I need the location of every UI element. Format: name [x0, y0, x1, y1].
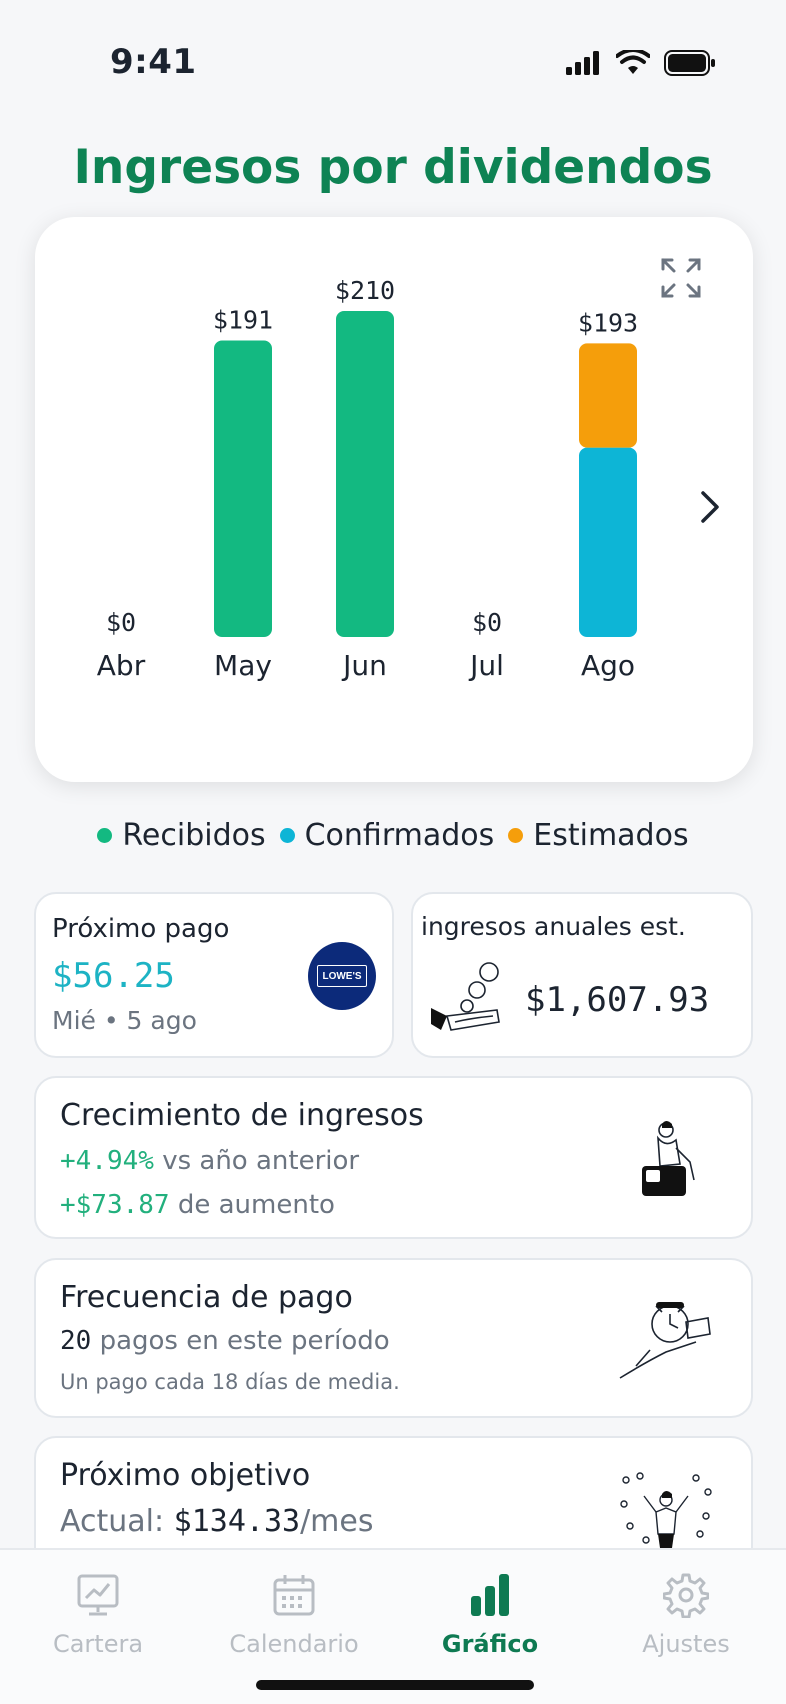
- growth-increase-suffix: de aumento: [177, 1190, 335, 1220]
- status-bar: 9:41: [0, 0, 786, 130]
- legend-item-estimados: Estimados: [508, 818, 689, 853]
- legend-item-recibidos: Recibidos: [97, 818, 266, 853]
- frequency-count-row: 20 pagos en este período: [60, 1326, 390, 1356]
- legend-label-estimados: Estimados: [533, 818, 689, 853]
- frequency-note: Un pago cada 18 días de media.: [60, 1370, 400, 1394]
- bar-value-label-jun: $210: [335, 276, 395, 305]
- tab-cartera-label: Cartera: [52, 1630, 144, 1658]
- tab-calendario-label: Calendario: [229, 1630, 359, 1658]
- legend-label-confirmados: Confirmados: [304, 818, 495, 853]
- goal-current-label: Actual:: [60, 1504, 165, 1539]
- coins-illustration-icon: [431, 962, 500, 1031]
- tab-grafico-label: Gráfico: [441, 1630, 539, 1658]
- growth-percent-row: +4.94% vs año anterior: [60, 1146, 359, 1176]
- legend-dot-estimados: [508, 828, 524, 843]
- chart-legend: Recibidos Confirmados Estimados: [0, 818, 786, 853]
- payment-frequency-card[interactable]: Frecuencia de pago 20 pagos en este perí…: [34, 1258, 753, 1418]
- tab-calendario[interactable]: Calendario: [196, 1572, 392, 1658]
- celebration-illustration-icon: [620, 1472, 712, 1548]
- growth-title: Crecimiento de ingresos: [60, 1098, 424, 1133]
- legend-item-confirmados: Confirmados: [279, 818, 495, 853]
- bar-value-label-ago: $193: [578, 308, 638, 337]
- annual-income-title: ingresos anuales est.: [421, 912, 686, 941]
- frequency-count-suffix: pagos en este período: [99, 1326, 390, 1356]
- next-payment-amount: $56.25: [52, 956, 175, 996]
- x-tick-label-jul: Jul: [468, 649, 504, 682]
- gear-icon: [662, 1573, 710, 1619]
- next-payment-card[interactable]: Próximo pago $56.25 Mié • 5 ago LOWE'S: [34, 892, 394, 1058]
- status-icons: [566, 50, 716, 76]
- running-clock-illustration-icon: [619, 1302, 711, 1379]
- goal-current-row: Actual: $134.33/mes: [60, 1504, 374, 1539]
- bar-value-label-jul: $0: [472, 608, 502, 637]
- frequency-title: Frecuencia de pago: [60, 1280, 353, 1315]
- portfolio-icon: [77, 1574, 119, 1616]
- bar-jun-recibidos: [336, 311, 394, 637]
- goal-title: Próximo objetivo: [60, 1458, 311, 1493]
- bar-may-recibidos: [214, 340, 272, 637]
- growth-increase-row: +$73.87 de aumento: [60, 1190, 335, 1220]
- x-tick-label-ago: Ago: [581, 649, 635, 682]
- income-growth-card[interactable]: Crecimiento de ingresos +4.94% vs año an…: [34, 1076, 753, 1239]
- tab-ajustes-label: Ajustes: [642, 1630, 730, 1658]
- tab-ajustes[interactable]: Ajustes: [588, 1572, 784, 1658]
- x-tick-label-may: May: [214, 649, 272, 682]
- battery-icon: [664, 50, 715, 76]
- bottom-tab-bar: Cartera Calendario Gráfico: [0, 1548, 786, 1704]
- tab-cartera[interactable]: Cartera: [0, 1572, 196, 1658]
- goal-current-value: $134.33: [173, 1504, 301, 1539]
- dividend-bar-chart: $0 Abr $191 May $210 Jun $0 Jul $193 Ago: [97, 276, 638, 682]
- expand-icon[interactable]: [660, 257, 702, 299]
- calendar-icon: [273, 1575, 315, 1616]
- home-indicator: [256, 1680, 534, 1690]
- lowes-logo-text: LOWE'S: [322, 970, 362, 982]
- annual-income-amount: $1,607.93: [525, 980, 710, 1020]
- growth-increase: +$73.87: [60, 1190, 170, 1220]
- x-tick-label-abr: Abr: [97, 649, 146, 682]
- growth-percent-suffix: vs año anterior: [162, 1146, 360, 1176]
- chevron-right-icon[interactable]: [695, 487, 725, 527]
- growth-percent: +4.94%: [60, 1146, 154, 1176]
- bar-value-label-abr: $0: [106, 608, 136, 637]
- bar-ago-estimados: [579, 343, 637, 448]
- frequency-count: 20: [60, 1326, 92, 1356]
- person-sitting-illustration-icon: [642, 1121, 695, 1196]
- bar-value-label-may: $191: [213, 305, 273, 334]
- bar-ago-confirmados: [579, 447, 637, 637]
- x-tick-label-jun: Jun: [341, 649, 387, 682]
- bar-chart-icon: [471, 1574, 509, 1616]
- tab-grafico[interactable]: Gráfico: [392, 1572, 588, 1658]
- signal-icon: [566, 51, 599, 75]
- annual-income-card[interactable]: ingresos anuales est. $1,607.93: [411, 892, 753, 1058]
- next-payment-date: Mié • 5 ago: [52, 1006, 197, 1035]
- goal-current-unit: /mes: [300, 1504, 374, 1539]
- wifi-icon: [616, 50, 650, 74]
- legend-dot-confirmados: [279, 828, 295, 843]
- dividend-chart-card: $0 Abr $191 May $210 Jun $0 Jul $193 Ago: [35, 217, 753, 782]
- lowes-logo: LOWE'S: [308, 942, 376, 1010]
- legend-dot-recibidos: [97, 828, 113, 843]
- legend-label-recibidos: Recibidos: [122, 818, 266, 853]
- status-time: 9:41: [110, 42, 197, 82]
- page-title: Ingresos por dividendos: [73, 140, 713, 195]
- next-payment-title: Próximo pago: [52, 914, 230, 944]
